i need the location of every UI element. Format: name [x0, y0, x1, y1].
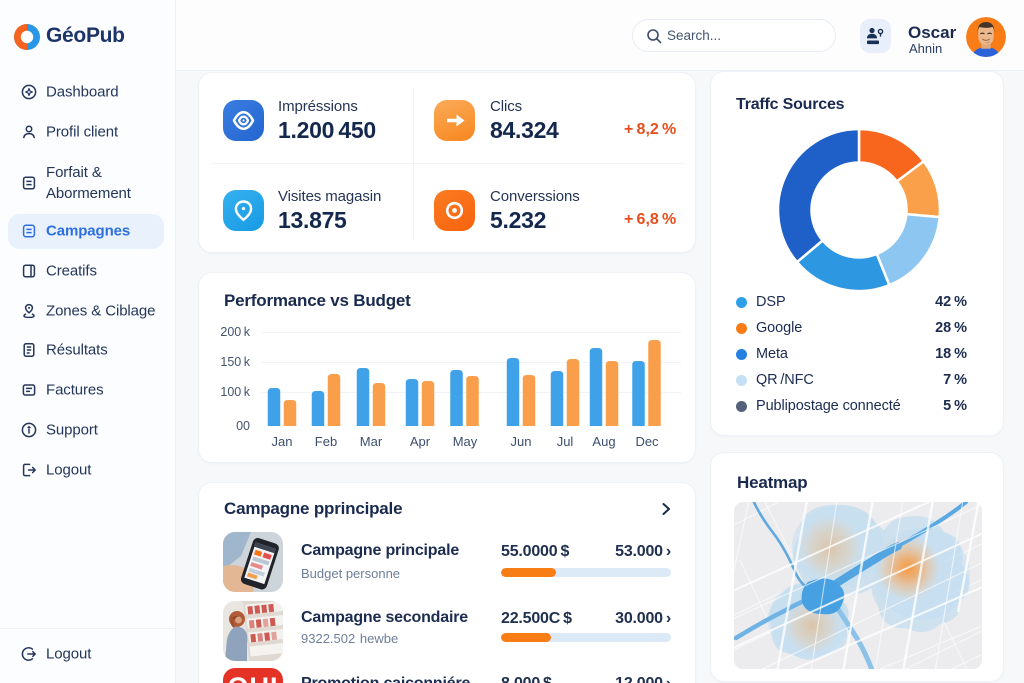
svg-text:OUI: OUI [227, 672, 278, 683]
